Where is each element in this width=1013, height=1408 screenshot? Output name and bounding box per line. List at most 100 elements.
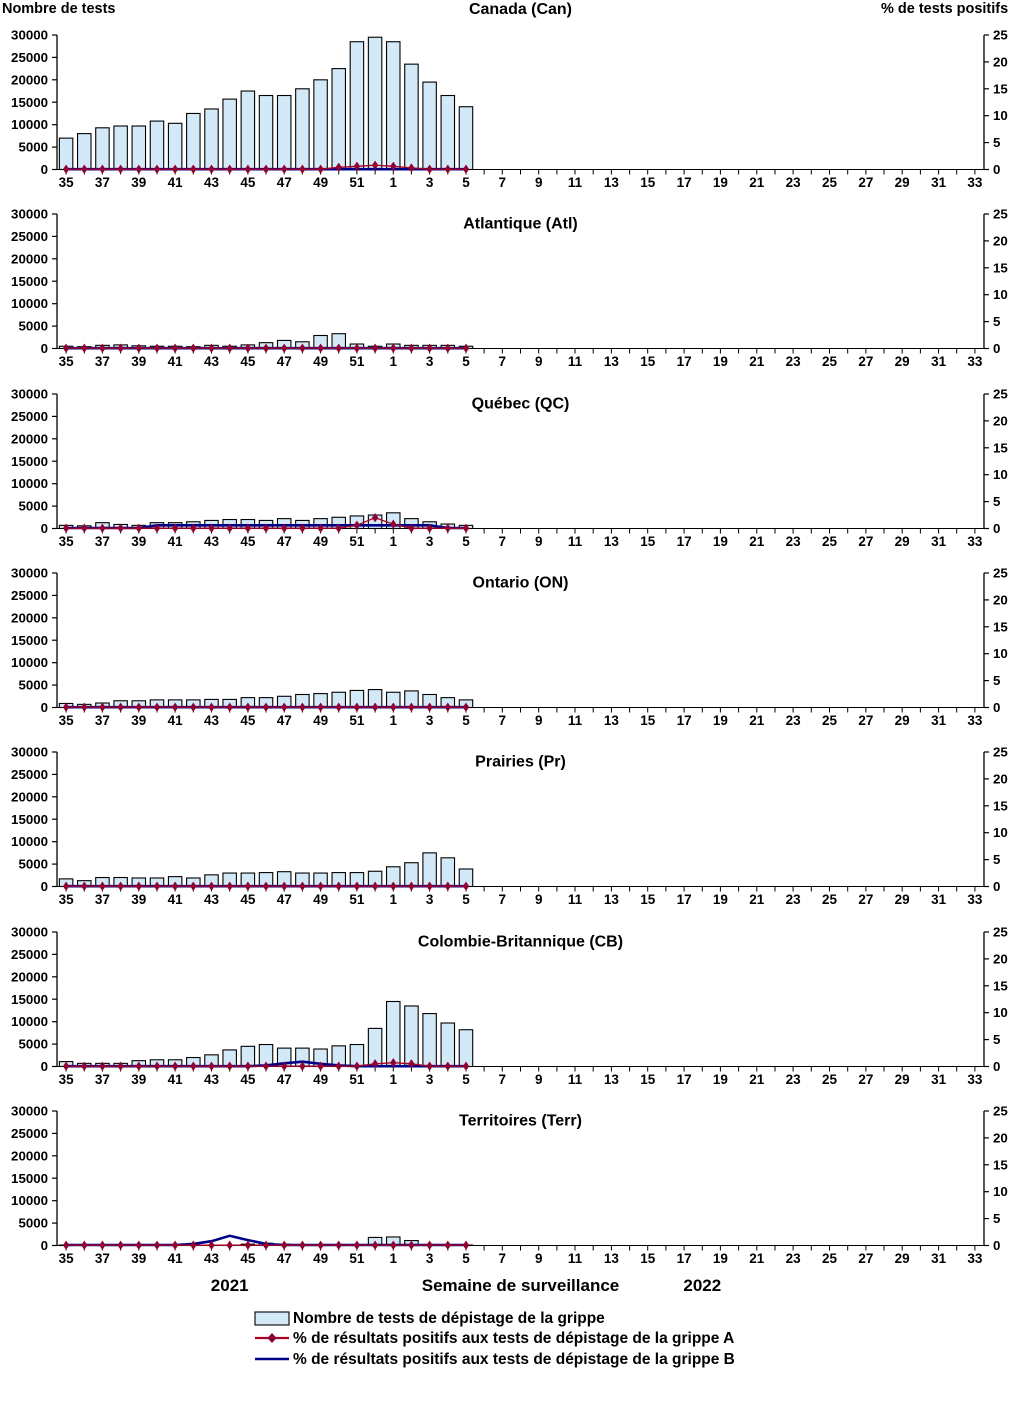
- svg-text:25: 25: [822, 892, 837, 907]
- svg-text:3: 3: [426, 892, 434, 907]
- svg-text:27: 27: [858, 892, 873, 907]
- svg-text:25: 25: [822, 533, 837, 548]
- svg-text:21: 21: [749, 1071, 764, 1086]
- svg-text:Atlantique (Atl): Atlantique (Atl): [463, 216, 578, 233]
- svg-text:10000: 10000: [11, 476, 48, 491]
- svg-text:43: 43: [204, 175, 219, 190]
- svg-text:25000: 25000: [11, 588, 48, 603]
- svg-text:25000: 25000: [11, 1126, 48, 1141]
- svg-text:1: 1: [390, 533, 398, 548]
- svg-text:Territoires (Terr): Territoires (Terr): [459, 1112, 582, 1129]
- svg-text:% de résultats positifs aux te: % de résultats positifs aux tests de dép…: [293, 1330, 734, 1347]
- svg-text:7: 7: [499, 892, 506, 907]
- svg-text:3: 3: [426, 533, 434, 548]
- svg-text:0: 0: [41, 162, 48, 177]
- svg-text:33: 33: [967, 892, 982, 907]
- svg-text:15: 15: [993, 261, 1008, 276]
- svg-text:47: 47: [277, 533, 292, 548]
- svg-text:29: 29: [895, 533, 910, 548]
- svg-text:25000: 25000: [11, 946, 48, 961]
- svg-text:0: 0: [41, 341, 48, 356]
- svg-text:43: 43: [204, 892, 219, 907]
- svg-text:9: 9: [535, 175, 543, 190]
- svg-text:47: 47: [277, 892, 292, 907]
- svg-text:2022: 2022: [683, 1276, 721, 1295]
- svg-text:49: 49: [313, 1251, 328, 1266]
- svg-text:31: 31: [931, 354, 946, 369]
- svg-text:45: 45: [240, 175, 255, 190]
- svg-text:20: 20: [993, 1130, 1008, 1145]
- svg-text:17: 17: [677, 713, 692, 728]
- svg-text:13: 13: [604, 533, 619, 548]
- svg-text:13: 13: [604, 175, 619, 190]
- svg-text:31: 31: [931, 175, 946, 190]
- svg-text:35: 35: [59, 533, 74, 548]
- svg-text:20000: 20000: [11, 1148, 48, 1163]
- svg-text:19: 19: [713, 354, 728, 369]
- svg-text:25000: 25000: [11, 767, 48, 782]
- svg-text:11: 11: [568, 533, 583, 548]
- svg-text:51: 51: [349, 354, 364, 369]
- svg-text:39: 39: [131, 175, 146, 190]
- svg-text:19: 19: [713, 175, 728, 190]
- svg-text:25: 25: [993, 745, 1008, 760]
- svg-text:33: 33: [967, 533, 982, 548]
- svg-text:7: 7: [499, 1251, 506, 1266]
- svg-text:20000: 20000: [11, 72, 48, 87]
- svg-text:30000: 30000: [11, 924, 48, 939]
- svg-text:30000: 30000: [11, 565, 48, 580]
- svg-text:41: 41: [168, 892, 183, 907]
- svg-text:15: 15: [640, 892, 655, 907]
- svg-text:35: 35: [59, 713, 74, 728]
- svg-text:37: 37: [95, 1251, 110, 1266]
- svg-text:17: 17: [677, 1071, 692, 1086]
- svg-text:49: 49: [313, 354, 328, 369]
- svg-text:% de résultats positifs aux te: % de résultats positifs aux tests de dép…: [293, 1351, 735, 1368]
- svg-text:11: 11: [568, 1071, 583, 1086]
- svg-text:Nombre de tests: Nombre de tests: [2, 1, 116, 17]
- svg-text:15: 15: [993, 798, 1008, 813]
- svg-text:5000: 5000: [18, 857, 48, 872]
- svg-text:37: 37: [95, 1071, 110, 1086]
- svg-text:9: 9: [535, 892, 543, 907]
- svg-text:33: 33: [967, 175, 982, 190]
- svg-text:20: 20: [993, 772, 1008, 787]
- svg-text:39: 39: [131, 1251, 146, 1266]
- svg-text:15: 15: [640, 533, 655, 548]
- svg-text:10: 10: [993, 1005, 1008, 1020]
- svg-text:20000: 20000: [11, 610, 48, 625]
- svg-text:25: 25: [993, 27, 1008, 42]
- svg-text:7: 7: [499, 1071, 506, 1086]
- svg-text:33: 33: [967, 713, 982, 728]
- svg-text:49: 49: [313, 175, 328, 190]
- svg-text:19: 19: [713, 533, 728, 548]
- svg-text:7: 7: [499, 354, 506, 369]
- svg-text:29: 29: [895, 1071, 910, 1086]
- svg-text:45: 45: [240, 533, 255, 548]
- svg-text:21: 21: [749, 533, 764, 548]
- svg-text:30000: 30000: [11, 207, 48, 222]
- svg-text:47: 47: [277, 713, 292, 728]
- svg-text:20: 20: [993, 413, 1008, 428]
- svg-text:Nombre de tests de dépistage d: Nombre de tests de dépistage de la gripp…: [293, 1310, 605, 1327]
- svg-text:15000: 15000: [11, 1171, 48, 1186]
- svg-text:29: 29: [895, 354, 910, 369]
- svg-text:10: 10: [993, 646, 1008, 661]
- svg-text:25: 25: [822, 1071, 837, 1086]
- svg-text:45: 45: [240, 713, 255, 728]
- svg-text:25: 25: [822, 175, 837, 190]
- svg-text:27: 27: [858, 1071, 873, 1086]
- svg-text:0: 0: [993, 162, 1000, 177]
- svg-text:5: 5: [462, 175, 470, 190]
- svg-text:51: 51: [349, 713, 364, 728]
- svg-text:5: 5: [993, 135, 1001, 150]
- svg-text:43: 43: [204, 354, 219, 369]
- svg-text:3: 3: [426, 1251, 434, 1266]
- svg-text:21: 21: [749, 1251, 764, 1266]
- svg-text:21: 21: [749, 175, 764, 190]
- svg-text:17: 17: [677, 354, 692, 369]
- svg-text:31: 31: [931, 1251, 946, 1266]
- svg-text:49: 49: [313, 1071, 328, 1086]
- svg-text:5000: 5000: [18, 1215, 48, 1230]
- svg-text:41: 41: [168, 354, 183, 369]
